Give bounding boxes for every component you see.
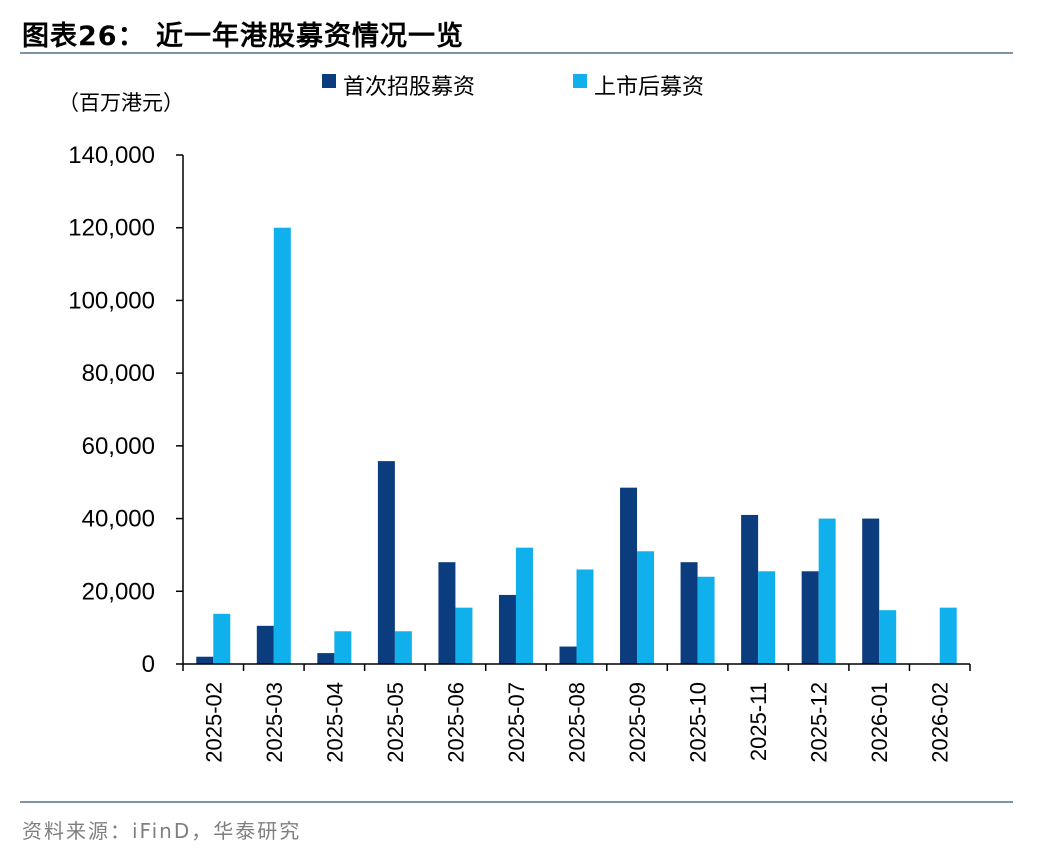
x-tick-label-2026-01: 2026-01 <box>867 682 892 763</box>
bar-ipo-2025-03 <box>256 625 274 664</box>
x-tick-label-2025-04: 2025-04 <box>322 682 347 763</box>
x-tick-label-2025-02: 2025-02 <box>201 682 226 763</box>
legend-swatch-ipo <box>322 74 336 88</box>
bar-ipo-2025-02 <box>196 656 214 664</box>
bar-follow-on-2026-01 <box>879 610 897 664</box>
legend-swatch-follow-on <box>573 74 587 88</box>
bar-follow-on-2025-08 <box>576 569 594 664</box>
bar-follow-on-2025-10 <box>697 576 715 664</box>
y-tick-label: 80,000 <box>82 360 155 387</box>
x-tick-label-2025-07: 2025-07 <box>504 682 529 763</box>
x-tick-label-2025-06: 2025-06 <box>443 682 468 763</box>
y-tick-label: 40,000 <box>82 506 155 533</box>
bar-follow-on-2025-12 <box>818 518 836 664</box>
source-rule <box>20 801 1013 803</box>
y-ticks-group: 0 20,000 40,000 60,000 80,000 100,000 120,000 1… <box>68 142 183 678</box>
bars-group <box>196 227 957 664</box>
bar-ipo-2025-07 <box>498 594 516 664</box>
bar-follow-on-2026-02 <box>939 607 957 664</box>
x-tick-label-2026-02: 2026-02 <box>928 682 953 763</box>
x-ticks-group: 2025-02 2025-03 2025-04 2025-05 2025-06 2025-… <box>182 664 971 763</box>
y-axis-unit-label: （百万港元） <box>58 91 184 115</box>
x-tick-label-2025-08: 2025-08 <box>565 682 590 763</box>
x-tick-label-2025-11: 2025-11 <box>746 682 771 761</box>
x-tick-label-2025-09: 2025-09 <box>625 682 650 763</box>
bar-follow-on-2025-05 <box>394 631 412 664</box>
bar-follow-on-2025-03 <box>273 227 291 664</box>
y-tick-label: 140,000 <box>68 142 155 169</box>
bar-ipo-2025-09 <box>620 487 638 664</box>
y-tick-label: 60,000 <box>82 433 155 460</box>
bar-ipo-2025-12 <box>801 571 819 664</box>
y-tick-label: 100,000 <box>68 287 155 314</box>
bar-follow-on-2025-02 <box>213 613 231 664</box>
bar-follow-on-2025-11 <box>758 571 776 664</box>
y-tick-label: 20,000 <box>82 578 155 605</box>
bar-follow-on-2025-06 <box>455 607 473 664</box>
legend: 首次招股募资 上市后募资 <box>322 74 704 100</box>
title-rule <box>20 52 1013 54</box>
x-tick-label-2025-05: 2025-05 <box>383 682 408 763</box>
bar-ipo-2025-04 <box>317 653 335 664</box>
bar-ipo-2025-10 <box>680 562 698 664</box>
x-tick-label-2025-12: 2025-12 <box>807 682 832 763</box>
axes-group <box>182 155 970 665</box>
bar-ipo-2025-05 <box>377 461 395 664</box>
x-tick-label-2025-10: 2025-10 <box>686 682 711 763</box>
bar-ipo-2026-01 <box>862 518 880 664</box>
bar-ipo-2025-08 <box>559 646 577 664</box>
y-tick-label: 0 <box>142 651 155 678</box>
y-tick-label: 120,000 <box>68 215 155 242</box>
bar-ipo-2025-06 <box>438 562 456 664</box>
bar-ipo-2025-11 <box>741 514 759 664</box>
legend-label-follow-on: 上市后募资 <box>594 75 704 100</box>
bar-follow-on-2025-09 <box>637 551 655 664</box>
bar-follow-on-2025-07 <box>515 547 533 664</box>
bar-follow-on-2025-04 <box>334 631 352 664</box>
legend-label-ipo: 首次招股募资 <box>343 75 475 100</box>
source-note: 资料来源：iFinD，华泰研究 <box>22 819 302 843</box>
x-tick-label-2025-03: 2025-03 <box>262 682 287 763</box>
figure-title: 图表26： 近一年港股募资情况一览 <box>22 21 464 52</box>
